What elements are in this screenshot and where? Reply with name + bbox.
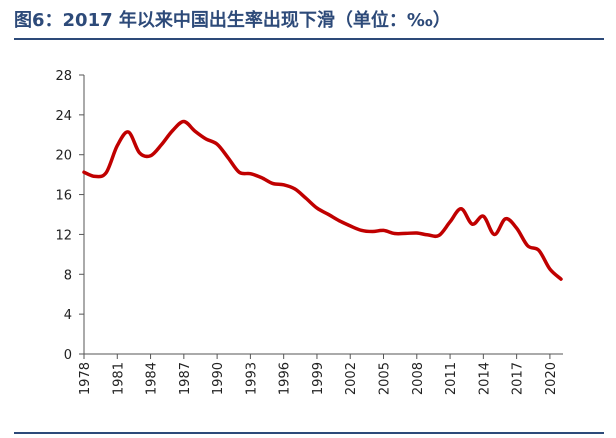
x-tick-label: 1978 [78,362,93,395]
x-tick-label: 1981 [111,362,126,395]
bottom-divider [14,432,604,434]
y-tick-label: 4 [64,308,72,323]
y-tick-label: 0 [64,348,72,363]
x-tick-label: 1984 [145,362,160,395]
birth-rate-series-line [82,119,563,281]
x-tick-label: 2017 [511,362,526,395]
y-tick-label: 24 [55,109,72,124]
y-tick-label: 8 [64,268,72,283]
y-axis-ticks: 0 4 8 12 16 20 24 28 [55,69,84,363]
x-tick-label: 2020 [544,362,559,395]
y-tick-label: 12 [55,228,72,243]
x-tick-label: 2008 [411,362,426,395]
chart-title: 图6：2017 年以来中国出生率出现下滑（单位：‰） [14,10,451,31]
x-tick-label: 1990 [211,362,226,395]
y-tick-label: 16 [55,189,72,204]
x-tick-label: 2002 [344,362,359,395]
x-tick-label: 2011 [444,362,459,395]
y-tick-label: 28 [55,69,72,84]
x-tick-label: 1993 [244,362,259,395]
x-tick-label: 1999 [311,362,326,395]
x-tick-label: 1987 [178,362,193,395]
x-axis-ticks: 1978 1981 1984 1987 1990 1993 1996 1999 2002 2005… [78,354,559,395]
y-tick-label: 20 [55,149,72,164]
axes [83,75,563,355]
x-tick-label: 2014 [477,362,492,395]
x-tick-label: 2005 [378,362,393,395]
title-divider [14,38,604,40]
x-tick-label: 1996 [278,362,293,395]
